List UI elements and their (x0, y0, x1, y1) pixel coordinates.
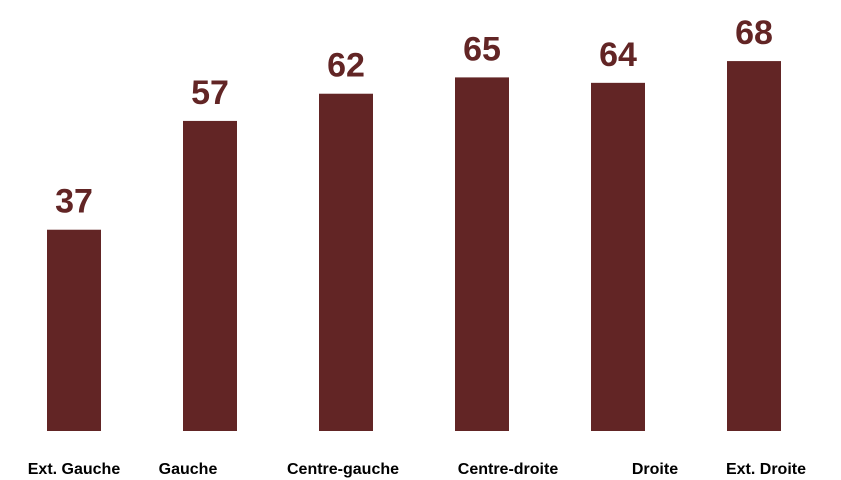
category-label-4: Droite (632, 461, 678, 478)
bars-layer (47, 61, 781, 432)
bar-5 (727, 61, 781, 432)
value-label-4: 64 (599, 36, 637, 74)
category-label-0: Ext. Gauche (28, 461, 121, 478)
bar-2 (319, 93, 373, 431)
value-label-2: 62 (327, 47, 365, 85)
category-label-3: Centre-droite (458, 461, 559, 478)
category-label-5: Ext. Droite (726, 461, 806, 478)
category-labels-layer: Ext. Gauche Gauche Centre-gauche Centre-dro… (28, 461, 806, 478)
category-label-1: Gauche (159, 461, 218, 478)
value-label-5: 68 (735, 14, 773, 52)
bar-0 (47, 229, 101, 431)
value-label-0: 37 (55, 183, 93, 221)
category-label-2: Centre-gauche (287, 461, 399, 478)
value-label-1: 57 (191, 74, 229, 112)
bar-1 (183, 120, 237, 432)
bar-3 (455, 77, 509, 432)
value-label-3: 65 (463, 30, 501, 68)
value-labels-layer: 37 57 62 65 64 68 (55, 14, 773, 221)
bar-4 (591, 82, 645, 431)
